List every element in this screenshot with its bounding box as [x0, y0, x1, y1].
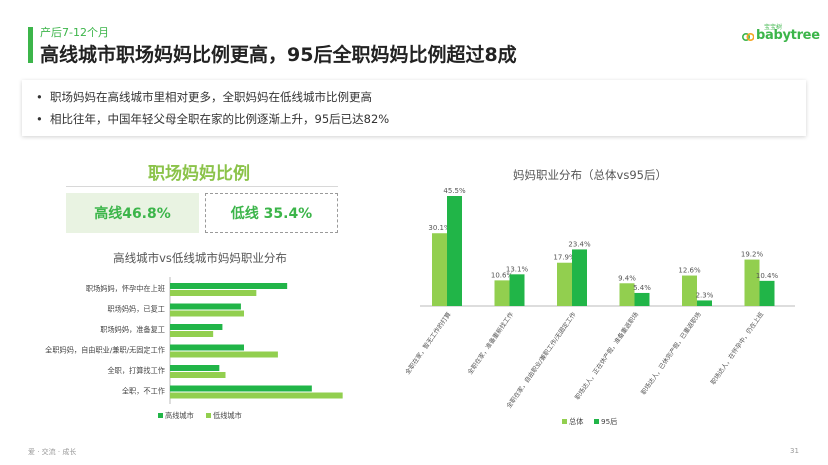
- legend-label: 高线城市: [165, 411, 194, 420]
- working-mom-ratio-title: 职场妈妈比例: [148, 164, 250, 184]
- chart-title: 高线城市vs低线城市妈妈职业分布: [113, 251, 287, 265]
- category-label: 职场达人，在怀孕中，仍在上班: [709, 311, 765, 387]
- legend-swatch: [158, 413, 163, 418]
- high-tier-bar: [170, 385, 312, 392]
- data-label: 5.4%: [633, 284, 651, 292]
- data-label: 17.9%: [553, 254, 576, 262]
- post95-bar: [447, 196, 462, 306]
- footer-slogan: 爱 · 交流 · 成长: [28, 448, 77, 456]
- high-tier-bar: [170, 303, 241, 310]
- city-tier-occupation-chart: 高线城市vs低线城市妈妈职业分布职场妈妈，怀孕中在上班职场妈妈，已复工职场妈妈，…: [45, 251, 343, 420]
- category-label: 全职，打算找工作: [107, 366, 165, 375]
- babytree-logo: 宝宝树 babytree: [742, 22, 820, 48]
- category-label: 职场达人，已休完产假，已重返职场: [639, 311, 702, 397]
- high-tier-bar: [170, 324, 223, 330]
- low-tier-bar: [170, 372, 226, 378]
- bullet-item: • 职场妈妈在高线城市里相对更多，全职妈妈在低线城市比例更高: [36, 90, 372, 104]
- legend-label: 95后: [601, 417, 617, 426]
- low-tier-bar: [170, 331, 214, 337]
- high-tier-ratio-box: 高线46.8%: [66, 193, 199, 233]
- post95-bar: [509, 274, 525, 306]
- page-title: 高线城市职场妈妈比例更高，95后全职妈妈比例超过8成: [40, 44, 517, 66]
- bullet-item: • 相比往年，中国年轻父母全职在家的比例逐渐上升，95后已达82%: [36, 112, 390, 126]
- post95-bar: [572, 249, 587, 306]
- overall-bar: [494, 280, 510, 306]
- bullet-text: 相比往年，中国年轻父母全职在家的比例逐渐上升，95后已达82%: [50, 112, 390, 126]
- high-tier-bar: [170, 344, 244, 351]
- page-number: 31: [790, 447, 799, 455]
- key-findings-box: • 职场妈妈在高线城市里相对更多，全职妈妈在低线城市比例更高 • 相比往年，中国年轻…: [22, 80, 806, 136]
- low-tier-bar: [170, 351, 278, 358]
- category-label: 全职在家，暂无工作的打算: [403, 311, 452, 376]
- title-accent-bar: [28, 27, 33, 63]
- legend-swatch: [594, 419, 599, 424]
- post95-bar: [697, 300, 712, 306]
- legend-swatch: [206, 413, 211, 418]
- page-kicker: 产后7-12个月: [40, 26, 109, 39]
- category-label: 全职，不工作: [122, 387, 165, 396]
- data-label: 12.6%: [678, 267, 701, 275]
- high-tier-bar: [170, 365, 220, 371]
- data-label: 13.1%: [506, 265, 529, 273]
- overall-bar: [557, 262, 572, 306]
- legend-label: 总体: [569, 417, 583, 426]
- legend-swatch: [562, 419, 567, 424]
- overall-bar: [744, 259, 760, 306]
- data-label: 10.4%: [756, 272, 779, 280]
- overall-vs-95-occupation-chart: 妈妈职业分布（总体vs95后） 30.1% 45.5% 全职在家，暂无工作的打算 10.…: [403, 168, 795, 426]
- bullet-text: 职场妈妈在高线城市里相对更多，全职妈妈在低线城市比例更高: [50, 90, 372, 104]
- low-tier-bar: [170, 290, 257, 296]
- low-tier-bar: [170, 392, 343, 399]
- category-label: 全职在家，准备重新找工作: [466, 311, 515, 376]
- category-label: 职场妈妈，准备复工: [100, 325, 165, 334]
- post95-bar: [759, 280, 775, 306]
- category-label: 全职在家，自由职业/兼职工作/无固定工作: [505, 311, 578, 410]
- category-label: 职场达人，正在休产假，准备重返职场: [573, 311, 640, 402]
- data-label: 45.5%: [443, 187, 466, 195]
- post95-bar: [634, 292, 650, 306]
- data-label: 2.3%: [696, 291, 714, 299]
- data-label: 23.4%: [568, 240, 591, 248]
- overall-bar: [432, 233, 447, 306]
- low-tier-ratio-box: 低线 35.4%: [205, 193, 338, 233]
- low-tier-bar: [170, 310, 244, 317]
- chart-title: 妈妈职业分布（总体vs95后）: [513, 168, 667, 182]
- high-tier-bar: [170, 283, 288, 289]
- data-label: 9.4%: [618, 274, 636, 282]
- logo-text: babytree: [756, 28, 820, 43]
- overall-bar: [682, 275, 697, 306]
- category-label: 全职妈妈，自由职业/兼职/无固定工作: [45, 346, 165, 355]
- legend-label: 低线城市: [213, 411, 242, 420]
- section-divider: [66, 186, 338, 187]
- category-label: 职场妈妈，怀孕中在上班: [86, 284, 165, 293]
- overall-bar: [619, 283, 635, 306]
- category-label: 职场妈妈，已复工: [107, 305, 165, 314]
- logo-mark-icon: [742, 33, 754, 41]
- logo-subtext: 宝宝树: [764, 24, 783, 31]
- data-label: 19.2%: [741, 251, 764, 259]
- data-label: 10.6%: [491, 271, 514, 279]
- data-label: 30.1%: [428, 224, 451, 232]
